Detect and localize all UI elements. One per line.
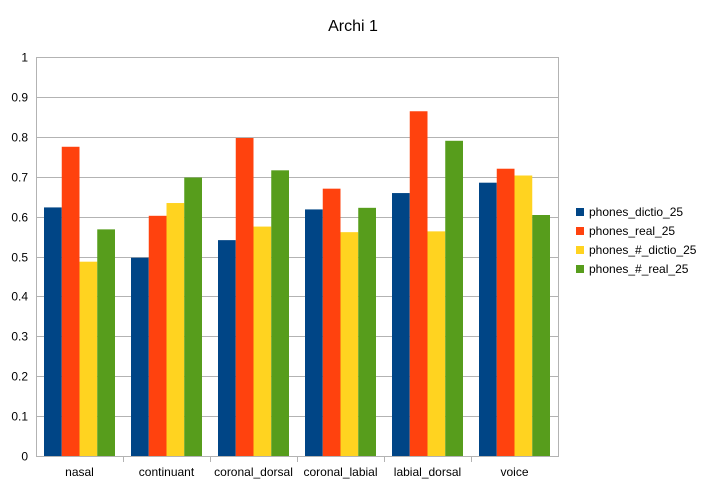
legend-swatch [576,208,584,216]
bar-phones-real-25-voice [532,215,550,456]
bar-phones-real-25-coronal-dorsal [235,138,254,456]
legend-label: phones_real_25 [589,224,675,238]
grid [36,57,559,457]
y-tick-label: 0.3 [11,330,28,344]
legend-label: phones_#_real_25 [589,262,689,276]
bar-phones-real-25-coronal-dorsal [271,170,289,456]
bar-phones-dictio-25-nasal [79,261,98,456]
x-tick-label: voice [500,465,528,479]
bar-phones-dictio-25-coronal-dorsal [253,226,272,456]
bar-phones-real-25-labial-dorsal [445,140,463,457]
x-tick-label: continuant [139,465,195,479]
y-tick-label: 0.5 [11,251,28,265]
bar-phones-real-25-labial-dorsal [409,111,428,456]
bar-phones-dictio-25-labial-dorsal [392,193,410,456]
axes: 0 0.1 0.2 0.3 0.4 0.5 0.6 0.7 0.8 0.9 1 nasal contin… [11,51,529,480]
bar-phones-dictio-25-coronal-dorsal [218,240,236,456]
legend-swatch [576,265,584,273]
bar-phones-real-25-nasal [97,229,115,456]
bar-phones-dictio-25-continuant [166,203,185,456]
legend-swatch [576,227,584,235]
bar-phones-real-25-coronal-labial [358,207,376,456]
x-tick-label: coronal_dorsal [214,465,293,479]
chart-title: Archi 1 [328,18,378,35]
bar-phones-real-25-continuant [148,215,167,456]
bar-phones-real-25-coronal-labial [322,188,341,457]
bar-phones-dictio-25-voice [514,175,533,456]
y-tick-label: 0.2 [11,370,28,384]
bars [44,111,550,457]
bar-phones-real-25-continuant [184,177,202,456]
bar-phones-real-25-voice [496,168,515,456]
y-tick-label: 0 [21,450,28,464]
y-tick-label: 0.9 [11,91,28,105]
x-tick-label: nasal [65,465,94,479]
y-tick-label: 0.4 [11,290,28,304]
bar-phones-dictio-25-labial-dorsal [427,231,446,456]
legend-label: phones_#_dictio_25 [589,243,697,257]
bar-phones-dictio-25-nasal [44,207,62,456]
bar-phones-real-25-nasal [61,146,80,456]
bar-phones-dictio-25-coronal-labial [340,232,359,456]
y-tick-label: 0.1 [11,410,28,424]
x-tick-label: labial_dorsal [394,465,461,479]
y-tick-label: 0.6 [11,211,28,225]
y-tick-label: 1 [21,51,28,65]
legend: phones_dictio_25 phones_real_25 phones_#_d… [576,205,697,276]
bar-phones-dictio-25-coronal-labial [305,209,323,456]
bar-phones-dictio-25-continuant [131,257,149,456]
legend-swatch [576,246,584,254]
x-tick-label: coronal_labial [303,465,377,479]
bar-phones-dictio-25-voice [479,182,497,456]
y-tick-label: 0.7 [11,171,28,185]
legend-label: phones_dictio_25 [589,205,683,219]
y-tick-label: 0.8 [11,131,28,145]
